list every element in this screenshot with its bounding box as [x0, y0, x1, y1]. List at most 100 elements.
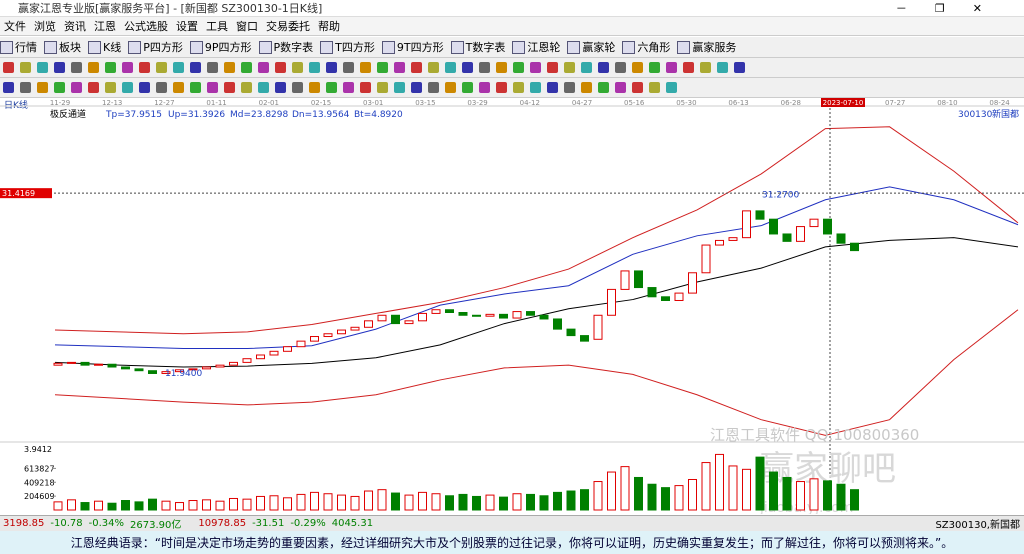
- tool-icon[interactable]: [275, 62, 286, 73]
- tool-icon[interactable]: [224, 82, 235, 93]
- tool-icon[interactable]: [445, 62, 456, 73]
- tool-icon[interactable]: [326, 62, 337, 73]
- tool-icon[interactable]: [122, 62, 133, 73]
- tool-icon[interactable]: [683, 62, 694, 73]
- tool-icon[interactable]: [156, 82, 167, 93]
- toolbar-button[interactable]: T四方形: [320, 39, 375, 55]
- tool-icon[interactable]: [564, 62, 575, 73]
- tool-icon[interactable]: [258, 62, 269, 73]
- tool-icon[interactable]: [615, 82, 626, 93]
- tool-icon[interactable]: [615, 62, 626, 73]
- tool-icon[interactable]: [241, 82, 252, 93]
- tool-icon[interactable]: [71, 82, 82, 93]
- menu-item[interactable]: 浏览: [34, 20, 56, 33]
- tool-icon[interactable]: [411, 62, 422, 73]
- menu-item[interactable]: 资讯: [64, 20, 86, 33]
- tool-icon[interactable]: [173, 82, 184, 93]
- tool-icon[interactable]: [241, 62, 252, 73]
- tool-icon[interactable]: [530, 82, 541, 93]
- toolbar-button[interactable]: 9P四方形: [189, 39, 252, 55]
- tool-icon[interactable]: [445, 82, 456, 93]
- tool-icon[interactable]: [598, 82, 609, 93]
- menu-item[interactable]: 公式选股: [124, 20, 168, 33]
- menu-item[interactable]: 设置: [176, 20, 198, 33]
- tool-icon[interactable]: [479, 82, 490, 93]
- tool-icon[interactable]: [496, 82, 507, 93]
- tool-icon[interactable]: [105, 62, 116, 73]
- tool-icon[interactable]: [190, 82, 201, 93]
- tool-icon[interactable]: [581, 82, 592, 93]
- tool-icon[interactable]: [3, 82, 14, 93]
- tool-icon[interactable]: [139, 82, 150, 93]
- tool-icon[interactable]: [54, 62, 65, 73]
- tool-icon[interactable]: [598, 62, 609, 73]
- tool-icon[interactable]: [326, 82, 337, 93]
- tool-icon[interactable]: [513, 82, 524, 93]
- tool-icon[interactable]: [411, 82, 422, 93]
- tool-icon[interactable]: [462, 82, 473, 93]
- tool-icon[interactable]: [734, 62, 745, 73]
- tool-icon[interactable]: [377, 62, 388, 73]
- toolbar-button[interactable]: 江恩轮: [512, 39, 560, 55]
- tool-icon[interactable]: [700, 62, 711, 73]
- tool-icon[interactable]: [207, 62, 218, 73]
- tool-icon[interactable]: [581, 62, 592, 73]
- tool-icon[interactable]: [343, 62, 354, 73]
- tool-icon[interactable]: [71, 62, 82, 73]
- tool-icon[interactable]: [496, 62, 507, 73]
- tool-icon[interactable]: [173, 62, 184, 73]
- tool-icon[interactable]: [394, 82, 405, 93]
- tool-icon[interactable]: [666, 82, 677, 93]
- tool-icon[interactable]: [292, 62, 303, 73]
- toolbar-button[interactable]: P四方形: [128, 39, 183, 55]
- tool-icon[interactable]: [564, 82, 575, 93]
- tool-icon[interactable]: [54, 82, 65, 93]
- tool-icon[interactable]: [258, 82, 269, 93]
- tool-icon[interactable]: [632, 62, 643, 73]
- tool-icon[interactable]: [530, 62, 541, 73]
- toolbar-button[interactable]: 赢家轮: [567, 39, 615, 55]
- toolbar-button[interactable]: 板块: [44, 39, 81, 55]
- menu-item[interactable]: 帮助: [318, 20, 340, 33]
- toolbar-button[interactable]: 9T四方形: [381, 39, 444, 55]
- toolbar-button[interactable]: T数字表: [450, 39, 505, 55]
- tool-icon[interactable]: [377, 82, 388, 93]
- menu-item[interactable]: 江恩: [94, 20, 116, 33]
- menu-item[interactable]: 交易委托: [266, 20, 310, 33]
- tool-icon[interactable]: [649, 82, 660, 93]
- tool-icon[interactable]: [462, 62, 473, 73]
- menu-item[interactable]: 工具: [206, 20, 228, 33]
- tool-icon[interactable]: [428, 82, 439, 93]
- tool-icon[interactable]: [309, 82, 320, 93]
- menu-item[interactable]: 文件: [4, 20, 26, 33]
- tool-icon[interactable]: [666, 62, 677, 73]
- tool-icon[interactable]: [105, 82, 116, 93]
- window-controls[interactable]: －❐✕: [895, 2, 1010, 15]
- tool-icon[interactable]: [190, 62, 201, 73]
- tool-icon[interactable]: [275, 82, 286, 93]
- toolbar-button[interactable]: K线: [88, 39, 121, 55]
- tool-icon[interactable]: [37, 82, 48, 93]
- tool-icon[interactable]: [20, 62, 31, 73]
- tool-icon[interactable]: [139, 62, 150, 73]
- tool-icon[interactable]: [37, 62, 48, 73]
- tool-icon[interactable]: [360, 62, 371, 73]
- tool-icon[interactable]: [309, 62, 320, 73]
- tool-icon[interactable]: [547, 62, 558, 73]
- tool-icon[interactable]: [88, 62, 99, 73]
- tool-icon[interactable]: [428, 62, 439, 73]
- toolbar-button[interactable]: 赢家服务: [677, 39, 736, 55]
- toolbar-button[interactable]: 六角形: [622, 39, 670, 55]
- tool-icon[interactable]: [88, 82, 99, 93]
- tool-icon[interactable]: [20, 82, 31, 93]
- tool-icon[interactable]: [224, 62, 235, 73]
- tool-icon[interactable]: [122, 82, 133, 93]
- tool-icon[interactable]: [3, 62, 14, 73]
- tool-icon[interactable]: [207, 82, 218, 93]
- tool-icon[interactable]: [292, 82, 303, 93]
- tool-icon[interactable]: [343, 82, 354, 93]
- tool-icon[interactable]: [513, 62, 524, 73]
- tool-icon[interactable]: [649, 62, 660, 73]
- tool-icon[interactable]: [717, 62, 728, 73]
- tool-icon[interactable]: [479, 62, 490, 73]
